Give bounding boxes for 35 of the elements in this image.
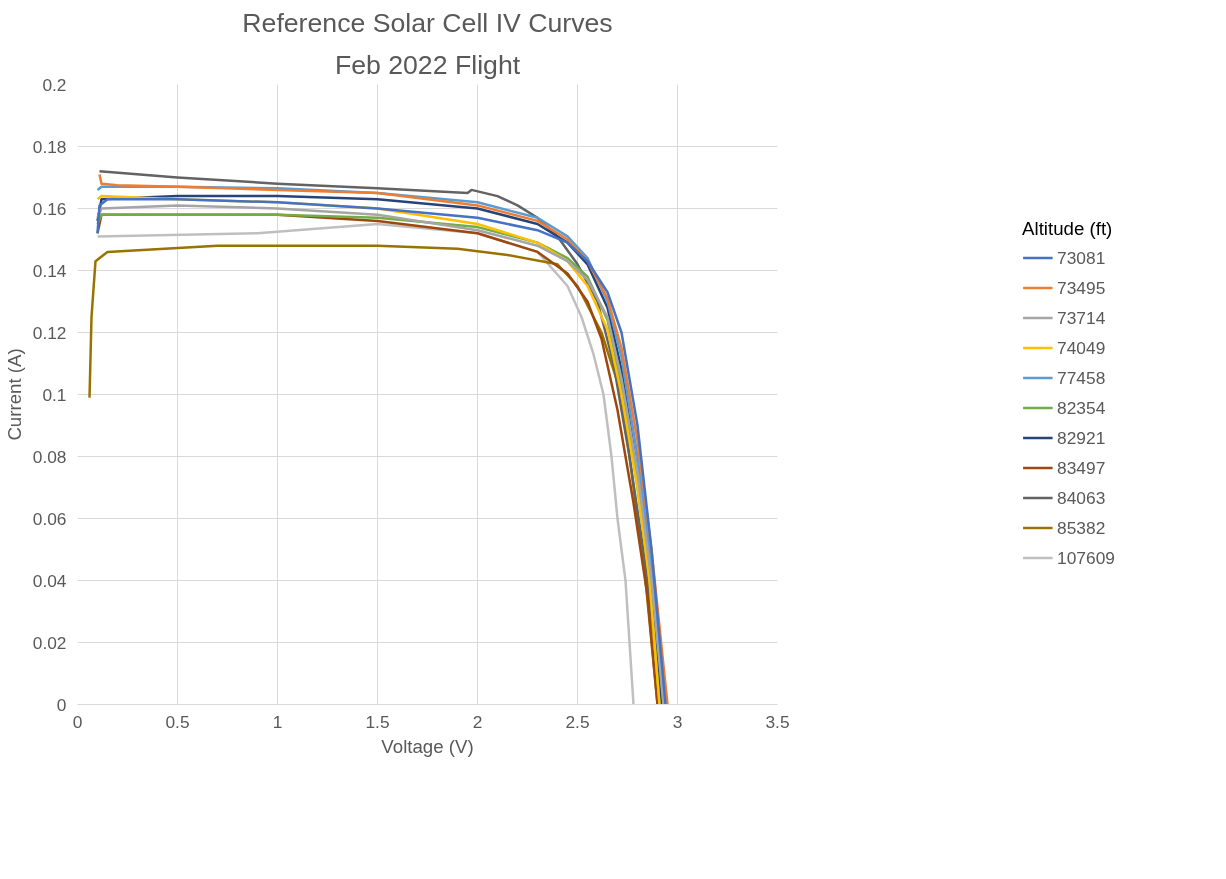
y-tick-label: 0.12 <box>32 322 67 343</box>
legend-label: 107609 <box>1057 546 1115 569</box>
x-tick-label: 1 <box>272 711 283 732</box>
legend-label: 73081 <box>1057 246 1106 269</box>
x-axis-title: Voltage (V) <box>381 735 474 757</box>
legend-label: 83497 <box>1057 456 1106 479</box>
y-axis-title: Current (A) <box>3 348 25 441</box>
legend-label: 77458 <box>1057 366 1106 389</box>
y-tick-label: 0.02 <box>32 632 67 653</box>
legend-label: 85382 <box>1057 516 1106 539</box>
x-tick-label: 1.5 <box>365 711 390 732</box>
x-tick-label: 3.5 <box>765 711 790 732</box>
legend-label: 73495 <box>1057 276 1106 299</box>
y-tick-label: 0.16 <box>32 198 67 219</box>
y-tick-label: 0 <box>56 694 67 715</box>
y-tick-label: 0.06 <box>32 508 67 529</box>
x-tick-label: 0.5 <box>165 711 190 732</box>
y-tick-label: 0.2 <box>42 74 67 95</box>
x-tick-label: 2 <box>472 711 483 732</box>
legend-label: 74049 <box>1057 336 1106 359</box>
y-tick-label: 0.08 <box>32 446 67 467</box>
legend-label: 73714 <box>1057 306 1106 329</box>
legend-label: 84063 <box>1057 486 1106 509</box>
x-tick-label: 0 <box>72 711 83 732</box>
y-tick-label: 0.14 <box>32 260 67 281</box>
y-tick-label: 0.1 <box>42 384 67 405</box>
chart-title: Reference Solar Cell IV Curves <box>242 7 613 38</box>
legend-title: Altitude (ft) <box>1022 217 1114 240</box>
x-tick-label: 2.5 <box>565 711 590 732</box>
x-tick-label: 3 <box>672 711 683 732</box>
legend-label: 82354 <box>1057 396 1106 419</box>
y-tick-label: 0.18 <box>32 136 67 157</box>
y-tick-label: 0.04 <box>32 570 67 591</box>
chart-subtitle: Feb 2022 Flight <box>334 49 521 80</box>
legend-label: 82921 <box>1057 426 1106 449</box>
